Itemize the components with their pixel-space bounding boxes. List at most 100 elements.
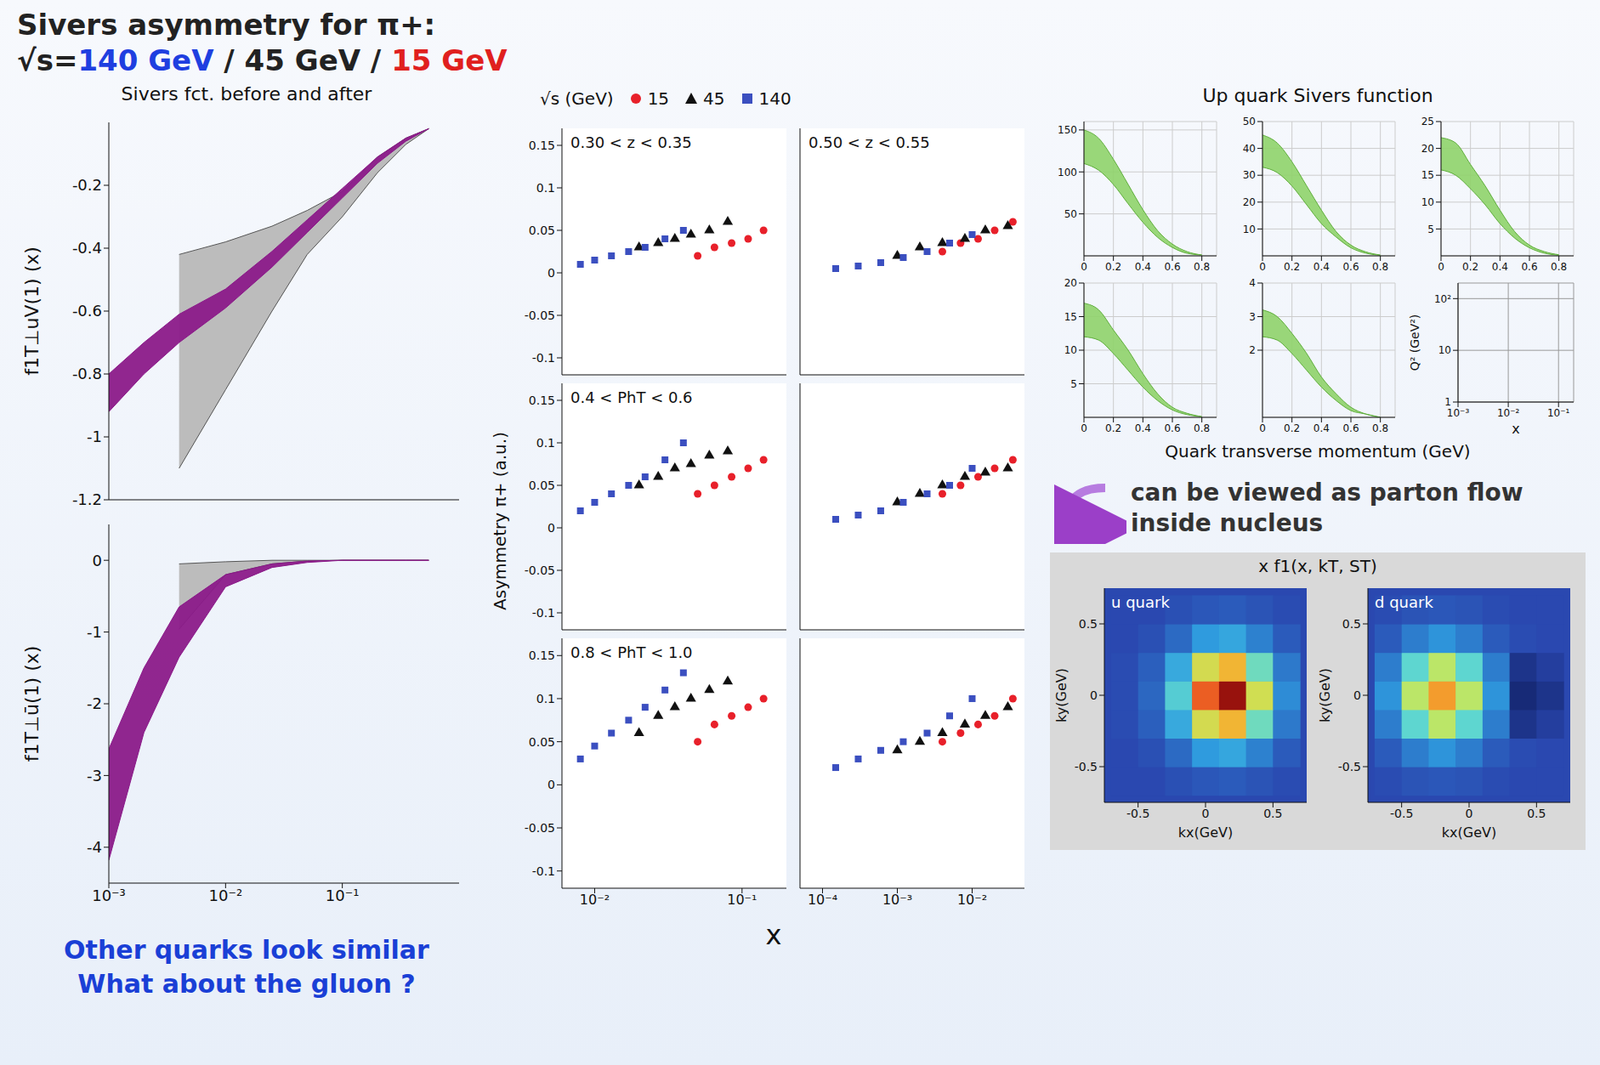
svg-text:-0.5: -0.5: [1074, 760, 1098, 774]
svg-text:100: 100: [1057, 166, 1078, 179]
svg-text:10⁻¹: 10⁻¹: [325, 886, 360, 905]
svg-text:-0.8: -0.8: [72, 364, 103, 383]
svg-text:-0.5: -0.5: [1390, 806, 1413, 821]
svg-text:0.5: 0.5: [1078, 617, 1098, 631]
svg-text:25: 25: [1421, 115, 1435, 128]
svg-text:10⁻³: 10⁻³: [91, 886, 126, 905]
svg-text:0.5: 0.5: [1342, 617, 1362, 631]
svg-text:ky(GeV): ky(GeV): [1053, 668, 1070, 723]
svg-text:0.8: 0.8: [1372, 260, 1389, 273]
svg-text:0.4: 0.4: [1134, 260, 1152, 273]
svg-text:0.4: 0.4: [1313, 422, 1330, 435]
svg-text:-0.5: -0.5: [1126, 806, 1150, 821]
svg-text:-0.1: -0.1: [532, 864, 556, 879]
svg-text:0.05: 0.05: [528, 223, 556, 238]
svg-text:0.4: 0.4: [1313, 260, 1330, 273]
svg-text:-0.05: -0.05: [524, 308, 556, 323]
svg-text:0.2: 0.2: [1283, 422, 1300, 435]
svg-text:f1T⊥uV(1) (x): f1T⊥uV(1) (x): [21, 246, 43, 376]
svg-text:0: 0: [547, 266, 556, 280]
svg-text:0.5: 0.5: [1526, 806, 1546, 821]
svg-text:1: 1: [1444, 396, 1452, 409]
svg-text:0.6: 0.6: [1163, 422, 1181, 435]
svg-text:0.6: 0.6: [1520, 260, 1538, 273]
svg-text:10: 10: [1438, 344, 1452, 357]
svg-text:-0.05: -0.05: [524, 563, 556, 578]
svg-text:50: 50: [1064, 208, 1078, 221]
svg-text:10⁻²: 10⁻²: [579, 891, 610, 908]
svg-text:5: 5: [1427, 223, 1435, 236]
svg-text:0: 0: [92, 551, 103, 570]
svg-text:-3: -3: [86, 766, 103, 785]
svg-text:0.2: 0.2: [1462, 260, 1479, 273]
svg-text:10⁻²: 10⁻²: [1497, 407, 1521, 420]
svg-text:10: 10: [1242, 223, 1256, 236]
svg-text:-0.6: -0.6: [72, 301, 103, 320]
svg-text:10⁻²: 10⁻²: [957, 891, 988, 908]
svg-text:ky(GeV): ky(GeV): [1316, 668, 1334, 723]
svg-text:150: 150: [1057, 124, 1078, 137]
svg-text:20: 20: [1421, 142, 1435, 155]
svg-text:10: 10: [1064, 344, 1078, 357]
svg-text:20: 20: [1242, 196, 1256, 209]
svg-text:0: 0: [1259, 260, 1266, 273]
svg-text:-2: -2: [86, 694, 103, 713]
svg-text:10⁻³: 10⁻³: [882, 891, 913, 908]
svg-text:0.6: 0.6: [1163, 260, 1181, 273]
svg-text:4: 4: [1248, 277, 1256, 290]
svg-text:Asymmetry π+ (a.u.): Asymmetry π+ (a.u.): [489, 431, 511, 611]
svg-text:0.8: 0.8: [1550, 260, 1567, 273]
svg-text:5: 5: [1070, 378, 1078, 391]
svg-text:20: 20: [1064, 277, 1078, 290]
svg-text:0.8: 0.8: [1193, 422, 1210, 435]
svg-text:x: x: [1511, 420, 1520, 437]
svg-text:f1T⊥ū(1) (x): f1T⊥ū(1) (x): [21, 646, 43, 763]
svg-text:0: 0: [1080, 422, 1088, 435]
svg-text:0: 0: [1259, 422, 1266, 435]
svg-text:0.8: 0.8: [1193, 260, 1210, 273]
svg-text:10: 10: [1421, 196, 1435, 209]
svg-text:0: 0: [547, 777, 556, 792]
svg-text:0.6: 0.6: [1342, 260, 1359, 273]
svg-text:10²: 10²: [1434, 293, 1452, 306]
svg-text:0.4: 0.4: [1134, 422, 1152, 435]
svg-text:0: 0: [1080, 260, 1088, 273]
svg-text:15: 15: [1421, 169, 1435, 182]
svg-text:0.6: 0.6: [1342, 422, 1359, 435]
svg-text:10⁻⁴: 10⁻⁴: [807, 891, 838, 908]
svg-text:-0.5: -0.5: [1338, 760, 1362, 774]
svg-text:0: 0: [1465, 806, 1474, 821]
svg-text:0.1: 0.1: [536, 692, 556, 706]
svg-text:10⁻²: 10⁻²: [209, 886, 244, 905]
svg-text:0.4: 0.4: [1492, 260, 1509, 273]
svg-text:-0.1: -0.1: [532, 351, 556, 365]
svg-text:0.1: 0.1: [536, 181, 556, 195]
svg-text:0: 0: [1202, 806, 1210, 821]
svg-text:Q² (GeV²): Q² (GeV²): [1407, 314, 1422, 372]
svg-text:15: 15: [1064, 311, 1078, 324]
svg-text:3: 3: [1248, 311, 1256, 324]
svg-text:kx(GeV): kx(GeV): [1178, 824, 1233, 841]
svg-text:0: 0: [1437, 260, 1445, 273]
svg-text:30: 30: [1242, 169, 1256, 182]
svg-text:-0.2: -0.2: [72, 175, 103, 194]
svg-text:0: 0: [1353, 688, 1362, 703]
svg-text:0: 0: [547, 521, 556, 535]
svg-text:0.05: 0.05: [528, 735, 556, 749]
svg-text:50: 50: [1242, 115, 1256, 128]
svg-text:-1: -1: [86, 427, 103, 446]
svg-text:-0.1: -0.1: [532, 606, 556, 620]
svg-text:0.15: 0.15: [528, 138, 556, 153]
svg-text:0.2: 0.2: [1283, 260, 1300, 273]
svg-text:-0.05: -0.05: [524, 821, 556, 835]
svg-text:10⁻¹: 10⁻¹: [726, 891, 757, 908]
svg-text:10⁻¹: 10⁻¹: [1547, 407, 1571, 420]
svg-text:0.5: 0.5: [1263, 806, 1283, 821]
svg-text:0.1: 0.1: [536, 436, 556, 450]
svg-text:40: 40: [1242, 142, 1256, 155]
svg-text:-0.4: -0.4: [72, 238, 103, 257]
svg-text:0.8: 0.8: [1372, 422, 1389, 435]
svg-text:0.15: 0.15: [528, 393, 556, 408]
svg-text:0.2: 0.2: [1105, 260, 1122, 273]
svg-text:0.05: 0.05: [528, 478, 556, 493]
